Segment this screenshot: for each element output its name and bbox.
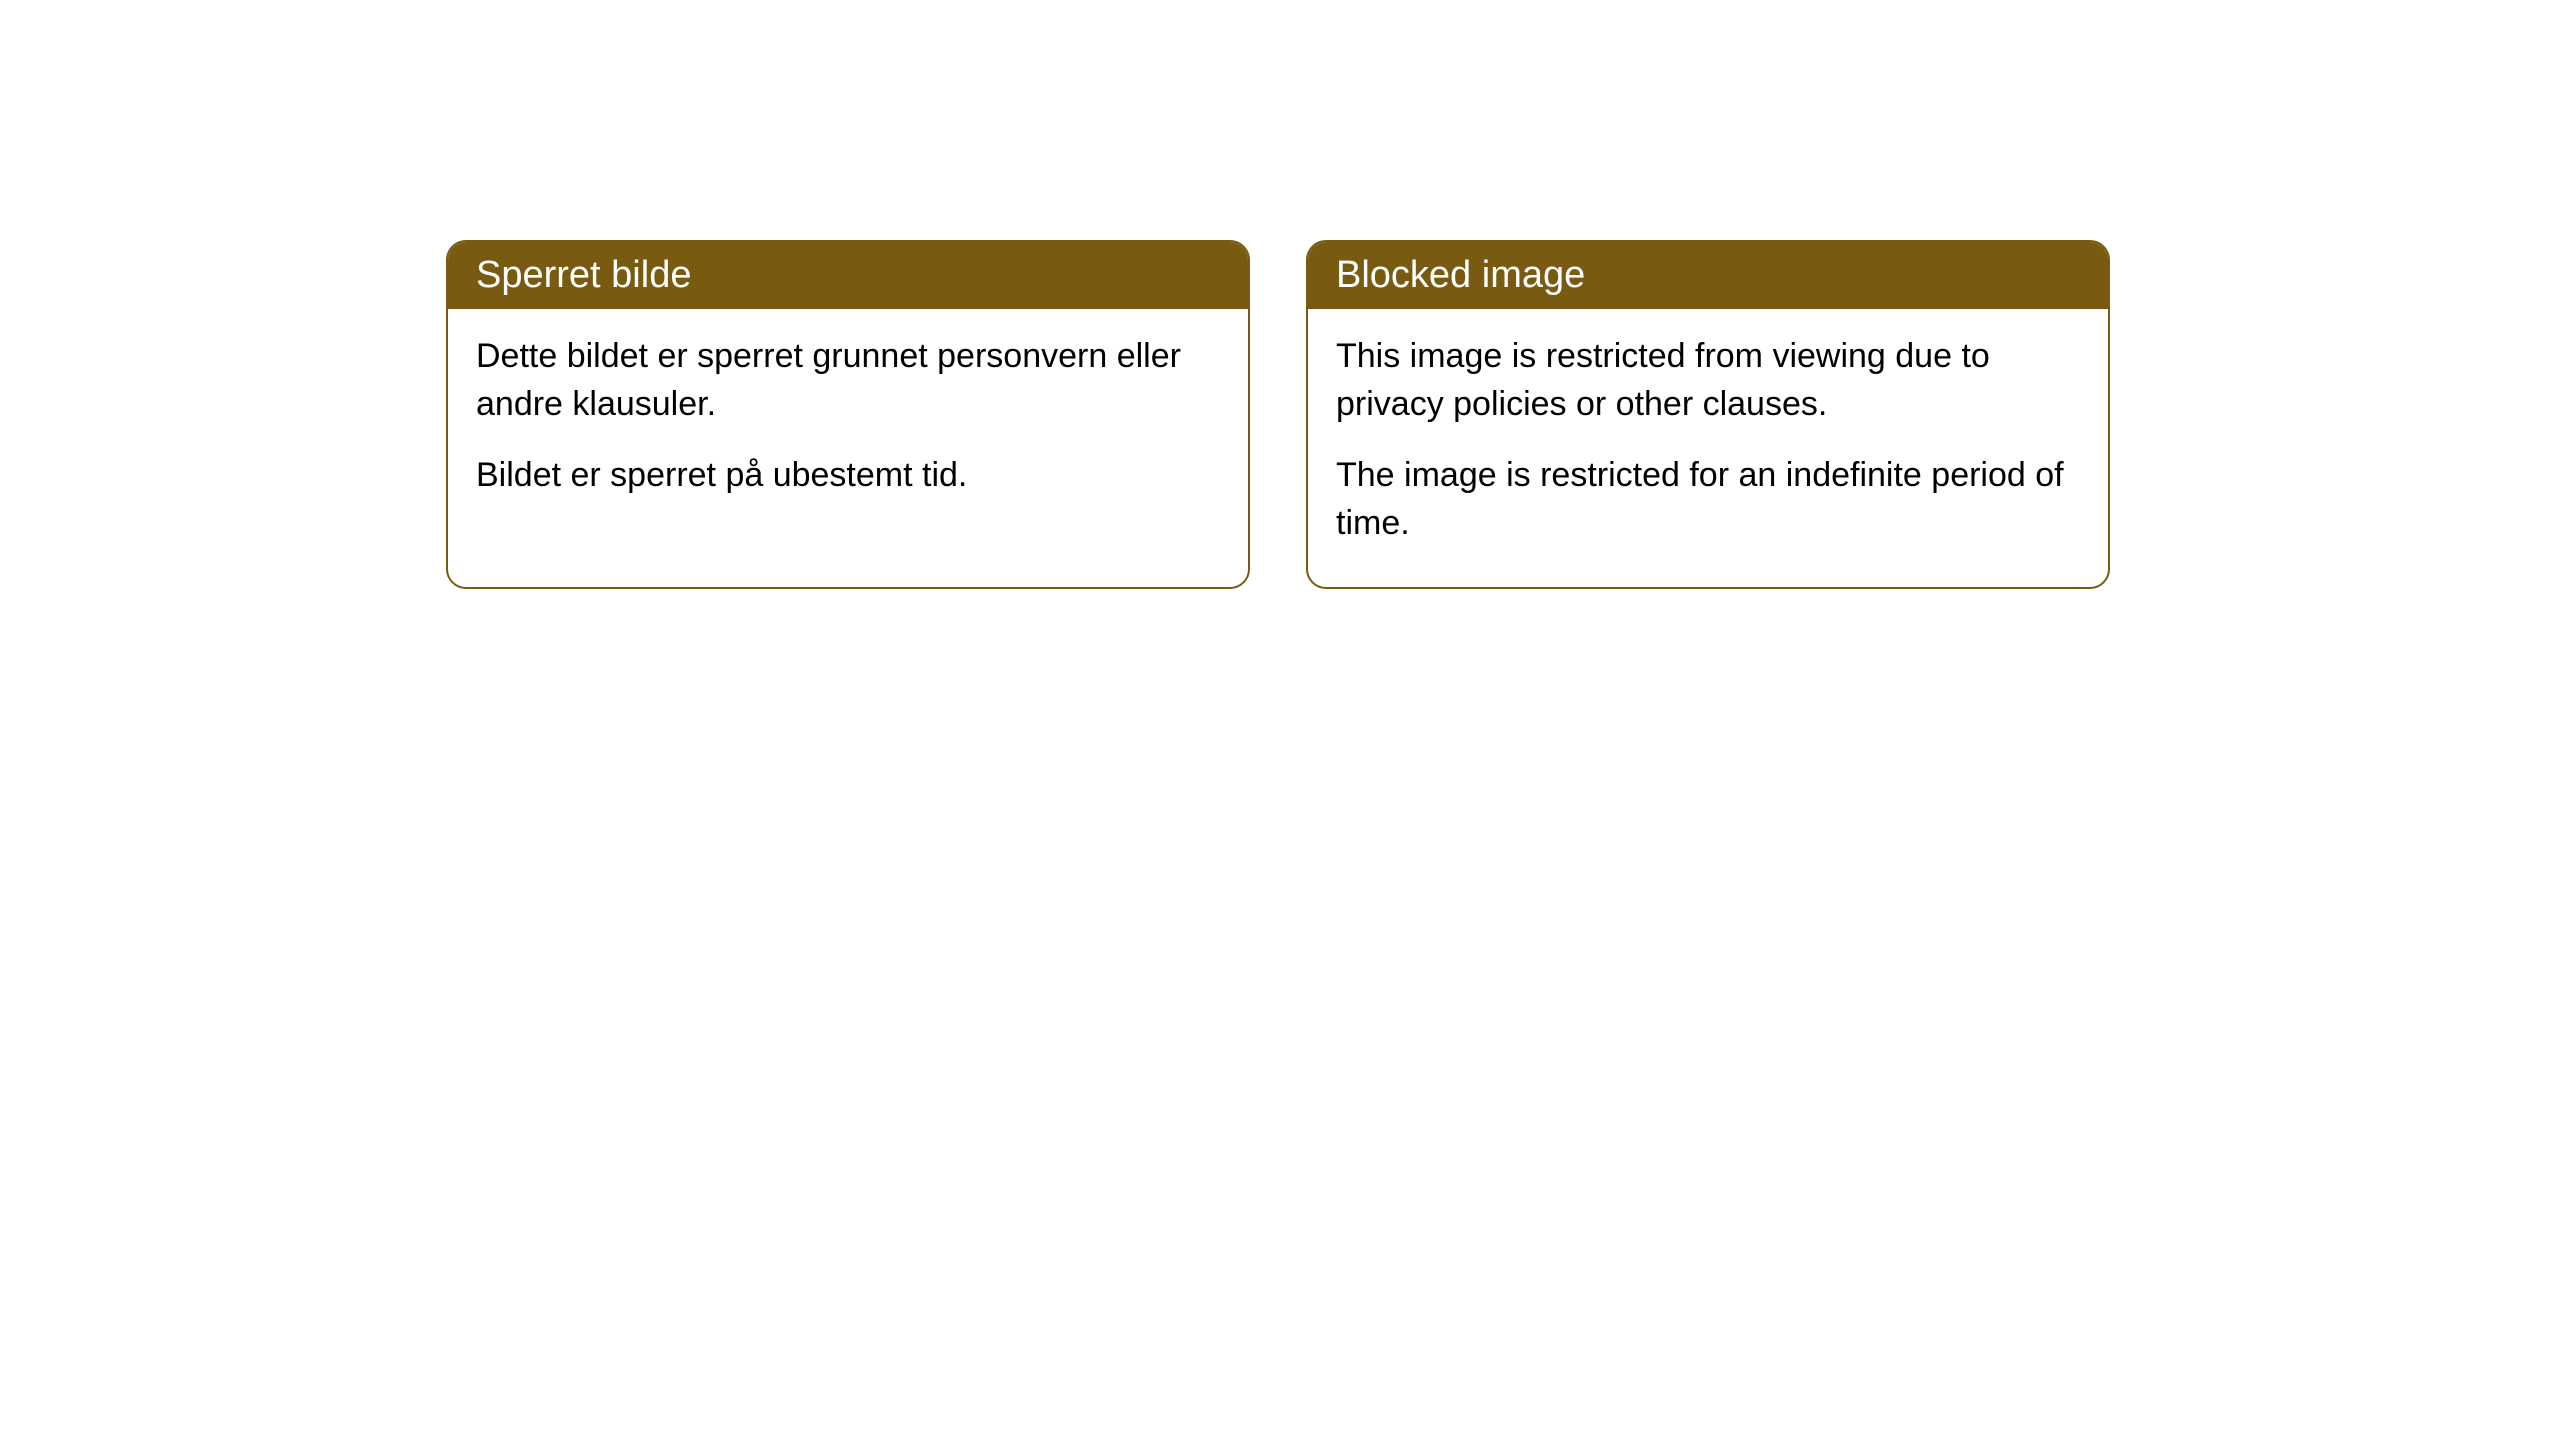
card-norwegian: Sperret bilde Dette bildet er sperret gr…	[446, 240, 1250, 589]
card-body-norwegian: Dette bildet er sperret grunnet personve…	[448, 309, 1248, 540]
card-paragraph: The image is restricted for an indefinit…	[1336, 452, 2080, 547]
card-body-english: This image is restricted from viewing du…	[1308, 309, 2108, 587]
card-english: Blocked image This image is restricted f…	[1306, 240, 2110, 589]
card-header-norwegian: Sperret bilde	[448, 242, 1248, 309]
card-paragraph: This image is restricted from viewing du…	[1336, 333, 2080, 428]
card-paragraph: Dette bildet er sperret grunnet personve…	[476, 333, 1220, 428]
cards-container: Sperret bilde Dette bildet er sperret gr…	[446, 240, 2110, 589]
card-title: Blocked image	[1336, 254, 1585, 296]
card-title: Sperret bilde	[476, 254, 691, 296]
card-paragraph: Bildet er sperret på ubestemt tid.	[476, 452, 1220, 500]
card-header-english: Blocked image	[1308, 242, 2108, 309]
